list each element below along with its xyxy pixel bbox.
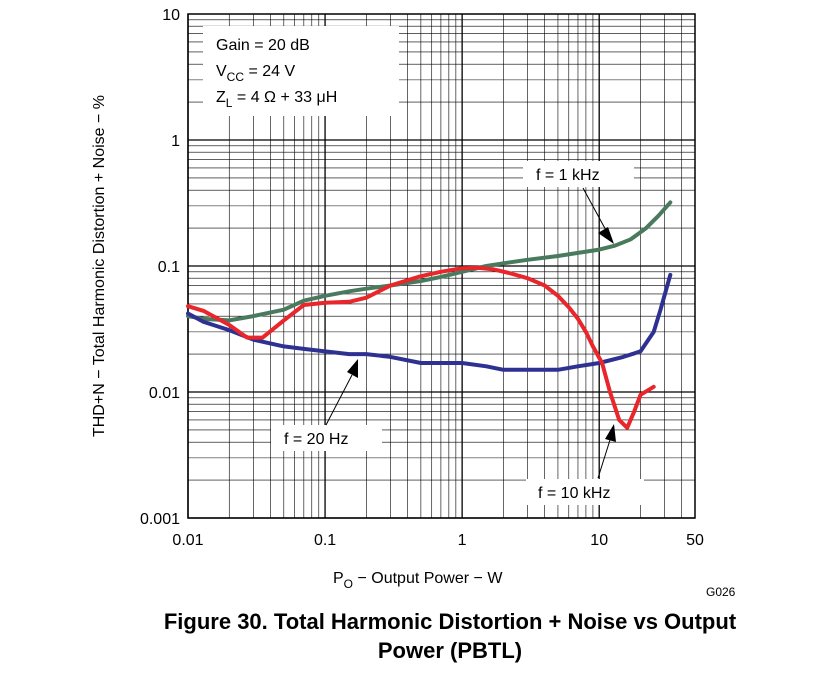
y-tick-label: 1 <box>171 133 180 150</box>
leader-1khz <box>582 187 609 235</box>
arrow-10khz <box>605 424 616 442</box>
x-axis-label: PO − Output Power − W <box>333 570 503 591</box>
condition-zl: ZL = 4 Ω + 33 μH <box>216 89 337 110</box>
y-tick-label: 0.001 <box>140 511 180 528</box>
x-tick-label: 1 <box>458 532 467 549</box>
condition-gain: Gain = 20 dB <box>216 37 310 54</box>
leader-10khz <box>597 439 611 479</box>
condition-vcc: VCC = 24 V <box>216 63 295 84</box>
y-axis-label: THD+N − Total Harmonic Distortion + Nois… <box>91 95 108 437</box>
series-line-f-1-khz <box>186 200 673 323</box>
thd-chart: Gain = 20 dB VCC = 24 V ZL = 4 Ω + 33 μH… <box>91 7 736 599</box>
label-10khz: f = 10 kHz <box>538 485 610 502</box>
arrow-20hz <box>347 359 358 378</box>
conditions-box <box>203 26 399 116</box>
caption-line-1: Figure 30. Total Harmonic Distortion + N… <box>163 609 737 634</box>
x-tick-label: 0.1 <box>314 532 336 549</box>
label-box-1khz <box>523 161 634 187</box>
x-tick-label: 0.01 <box>172 532 203 549</box>
label-box-10khz <box>526 479 644 505</box>
label-1khz: f = 1 kHz <box>536 167 600 184</box>
series-line-f-20-hz <box>186 272 673 372</box>
caption-line-2: Power (PBTL) <box>377 638 523 663</box>
tick-labels: 0.01 0.1 1 10 50 10 1 0.1 0.01 0.001 <box>140 7 704 549</box>
label-20hz: f = 20 Hz <box>284 431 348 448</box>
plot-frame <box>187 13 696 519</box>
y-tick-label: 0.1 <box>158 259 180 276</box>
series-layer <box>186 200 673 430</box>
label-box-20hz <box>271 425 382 451</box>
y-tick-label: 10 <box>162 7 180 24</box>
leader-20hz <box>325 374 353 426</box>
x-tick-label: 50 <box>686 532 704 549</box>
x-tick-label: 10 <box>590 532 608 549</box>
figure-caption: Figure 30. Total Harmonic Distortion + N… <box>60 607 827 665</box>
figure-code: G026 <box>706 585 736 599</box>
y-tick-label: 0.01 <box>149 385 180 402</box>
arrow-1khz <box>598 227 614 244</box>
series-line-f-10-khz <box>186 265 656 430</box>
